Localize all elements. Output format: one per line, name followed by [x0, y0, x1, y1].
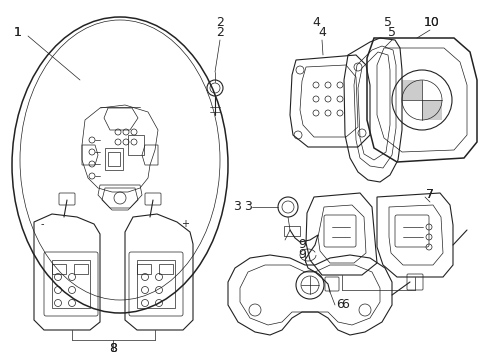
Bar [52, 264, 66, 274]
Text: 5: 5 [383, 15, 391, 28]
Bar [52, 260, 90, 308]
Text: 8: 8 [109, 342, 117, 355]
Text: 1: 1 [14, 27, 22, 40]
Bar [128, 135, 143, 155]
Text: 6: 6 [340, 298, 348, 311]
Text: 3: 3 [244, 201, 251, 213]
Polygon shape [401, 80, 421, 100]
Text: 9: 9 [298, 248, 305, 261]
Polygon shape [421, 100, 441, 120]
Text: 4: 4 [317, 26, 325, 39]
Text: 10: 10 [423, 15, 439, 28]
Text: -: - [40, 219, 43, 229]
Bar [74, 264, 88, 274]
Bar [159, 264, 173, 274]
Text: 2: 2 [216, 15, 224, 28]
Bar [137, 264, 151, 274]
Text: 8: 8 [109, 342, 117, 355]
Text: 1: 1 [14, 27, 22, 40]
Text: 5: 5 [387, 26, 395, 39]
Text: 2: 2 [216, 26, 224, 39]
Text: 6: 6 [335, 298, 343, 311]
Text: +: + [181, 219, 189, 229]
Text: 3: 3 [233, 201, 241, 213]
Bar [108, 152, 120, 166]
Text: 7: 7 [425, 189, 433, 202]
Bar [105, 148, 123, 170]
Text: 7: 7 [425, 189, 433, 202]
Text: 10: 10 [423, 15, 439, 28]
Text: 4: 4 [311, 15, 319, 28]
Bar [284, 226, 299, 236]
Text: 9: 9 [298, 238, 305, 252]
Bar [137, 260, 175, 308]
